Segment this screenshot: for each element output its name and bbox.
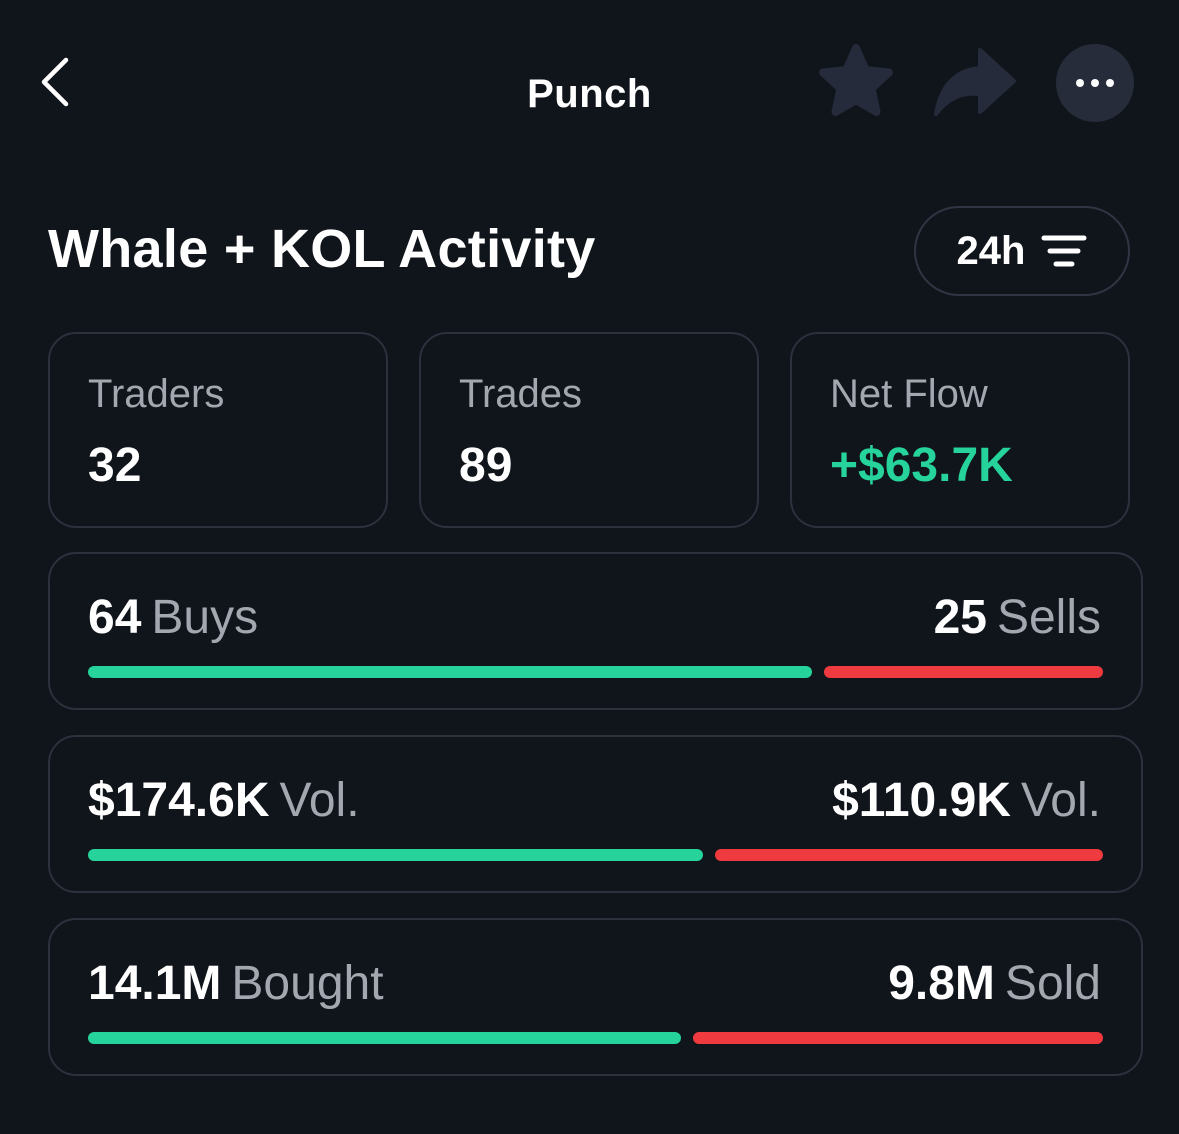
share-icon <box>934 48 1016 116</box>
sell-volume-summary: $110.9K Vol. <box>832 773 1101 828</box>
volume-card: $174.6K Vol. $110.9K Vol. <box>48 735 1143 893</box>
period-label: 24h <box>956 228 1026 273</box>
favorite-button[interactable] <box>812 42 900 126</box>
sells-count: 25 <box>933 591 987 644</box>
net-flow-card: Net Flow +$63.7K <box>790 332 1130 528</box>
traders-label: Traders <box>88 372 225 416</box>
net-flow-label: Net Flow <box>830 372 988 416</box>
traders-value: 32 <box>88 439 142 492</box>
bought-value: 14.1M <box>88 957 222 1010</box>
page-title: Punch <box>527 72 652 116</box>
more-icon <box>1076 79 1084 87</box>
trades-label: Trades <box>459 372 583 416</box>
back-button[interactable] <box>30 50 90 114</box>
section-title: Whale + KOL Activity <box>48 219 596 279</box>
sold-summary: 9.8M Sold <box>888 956 1101 1011</box>
buys-bar <box>88 666 812 678</box>
buys-label: Buys <box>151 591 259 644</box>
buys-count: 64 <box>88 591 142 644</box>
sold-label: Sold <box>1004 957 1101 1010</box>
sell-volume-value: $110.9K <box>832 774 1011 827</box>
share-button[interactable] <box>928 44 1020 122</box>
bought-label: Bought <box>231 957 384 1010</box>
sold-bar <box>692 1032 1103 1044</box>
sells-summary: 25 Sells <box>934 590 1101 645</box>
chevron-left-icon <box>41 57 69 107</box>
bought-sold-bar <box>88 1032 1103 1044</box>
buy-volume-bar <box>88 849 704 861</box>
bought-sold-card: 14.1M Bought 9.8M Sold <box>48 918 1143 1076</box>
buys-summary: 64 Buys <box>88 590 258 645</box>
sells-bar <box>823 666 1103 678</box>
trades-card: Trades 89 <box>419 332 759 528</box>
sell-volume-bar <box>715 849 1103 861</box>
buy-volume-label: Vol. <box>279 774 360 827</box>
traders-card: Traders 32 <box>48 332 388 528</box>
filter-icon <box>1041 235 1087 267</box>
volume-bar <box>88 849 1103 861</box>
sell-volume-label: Vol. <box>1020 774 1101 827</box>
buys-sells-card: 64 Buys 25 Sells <box>48 552 1143 710</box>
trades-value: 89 <box>459 439 513 492</box>
net-flow-value: +$63.7K <box>830 439 1013 492</box>
period-filter-button[interactable]: 24h <box>914 206 1130 296</box>
sold-value: 9.8M <box>888 957 995 1010</box>
star-icon <box>819 44 893 116</box>
bought-bar <box>88 1032 681 1044</box>
sells-label: Sells <box>996 591 1101 644</box>
buy-volume-summary: $174.6K Vol. <box>88 773 360 828</box>
buys-sells-bar <box>88 666 1103 678</box>
buy-volume-value: $174.6K <box>88 774 270 827</box>
bought-summary: 14.1M Bought <box>88 956 384 1011</box>
more-options-button[interactable] <box>1056 44 1134 122</box>
